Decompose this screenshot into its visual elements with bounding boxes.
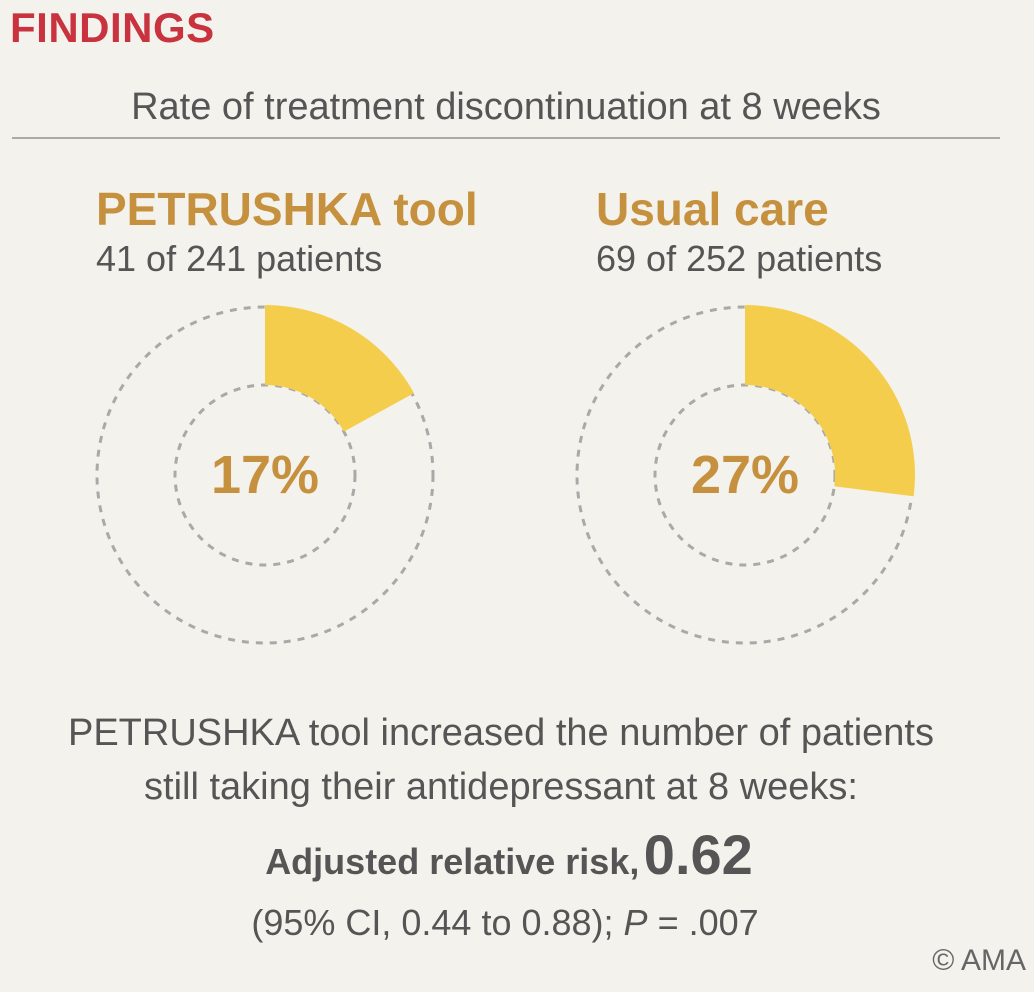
percent-label-petrushka: 17% [211,445,319,505]
ci-text: (95% CI, 0.44 to 0.88); [251,902,624,943]
p-symbol: P [623,902,648,943]
percent-label-usual-care: 27% [691,445,799,505]
findings-label: FINDINGS [10,4,215,51]
conclusion-line-1: PETRUSHKA tool increased the number of p… [67,712,934,754]
donut-chart-petrushka: 17% [95,305,435,645]
slice-usual-care [745,305,915,497]
group-name-usual-care: Usual care [596,183,829,235]
copyright: © AMA [932,944,1026,977]
slice-petrushka [265,305,414,432]
donut-chart-usual-care: 27% [575,305,915,645]
divider [12,137,1000,139]
confidence-interval: (95% CI, 0.44 to 0.88); P = .007 [0,902,1010,944]
group-count-usual-care: 69 of 252 patients [596,238,883,279]
conclusion-line-2: still taking their antidepressant at 8 w… [144,766,858,808]
relative-risk-label: Adjusted relative risk, [265,841,640,882]
group-name-petrushka: PETRUSHKA tool [96,183,478,235]
p-value: = .007 [647,902,759,943]
group-count-petrushka: 41 of 241 patients [96,238,383,279]
relative-risk-value: 0.62 [643,823,753,886]
conclusion-text: PETRUSHKA tool increased the number of p… [0,706,1002,814]
chart-subtitle: Rate of treatment discontinuation at 8 w… [131,86,881,128]
outer-ring [95,305,435,645]
relative-risk: Adjusted relative risk, 0.62 [0,822,1018,887]
